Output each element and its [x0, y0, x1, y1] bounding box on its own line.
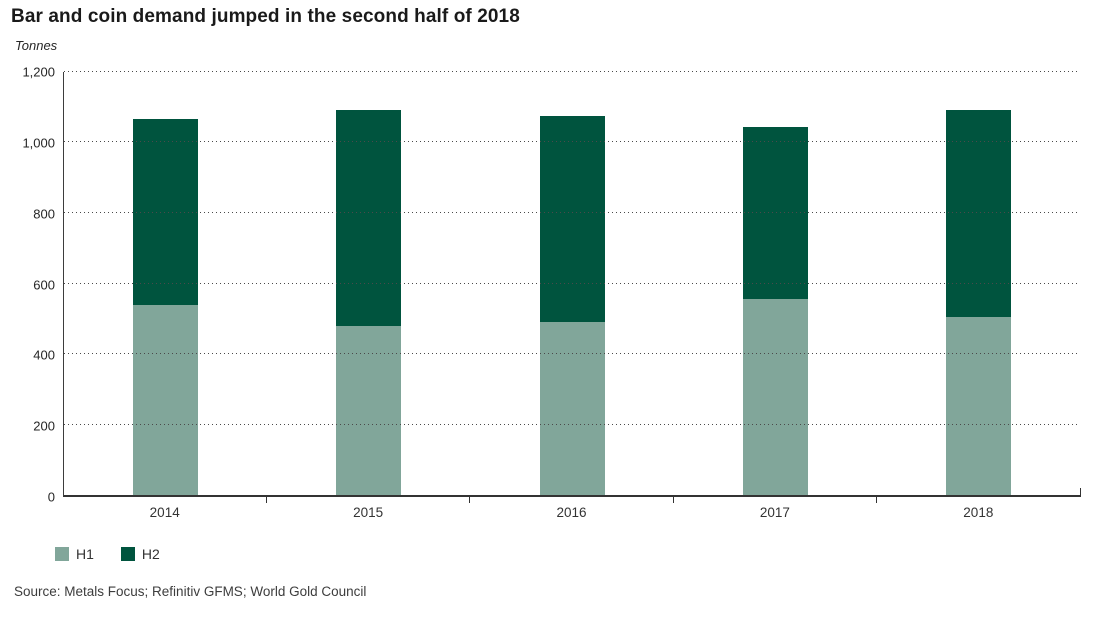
stacked-bar-2016: [539, 72, 605, 495]
y-tick-label: 1,000: [22, 135, 55, 151]
legend-swatch-h2: [120, 547, 135, 561]
legend-swatch-h1: [55, 547, 69, 561]
bar-segment-h2-2017: [742, 127, 808, 300]
x-axis-labels: 2014 2015 2016 2017 2018: [63, 505, 1080, 520]
gridline: [64, 352, 1080, 354]
y-axis-tick-labels: 1,200 1,000 800 600 400 200 0: [0, 65, 55, 505]
y-tick-label: 1,200: [22, 64, 55, 80]
legend-label-h1: H1: [76, 546, 94, 562]
x-axis-tick: [469, 495, 471, 503]
x-label-2018: 2018: [963, 505, 994, 520]
x-axis-tick: [672, 495, 674, 503]
gridline: [64, 211, 1080, 213]
bar-group-2017: [674, 72, 877, 495]
bar-segment-h1-2017: [742, 299, 808, 495]
legend-label-h2: H2: [141, 546, 160, 562]
bar-group-2015: [267, 72, 470, 495]
legend-item-h2: H2: [120, 546, 160, 562]
gridline: [64, 282, 1080, 284]
gridline: [64, 71, 1080, 72]
x-axis-tick: [875, 495, 877, 503]
legend: H1 H2: [55, 546, 160, 562]
stacked-bar-2018: [945, 72, 1011, 495]
bar-segment-h2-2015: [336, 110, 402, 327]
bar-segment-h1-2018: [945, 316, 1011, 495]
gridline: [64, 141, 1080, 143]
bar-group-2018: [877, 72, 1080, 495]
bar-segment-h1-2014: [133, 304, 199, 495]
stacked-bar-2015: [336, 72, 402, 495]
source-note: Source: Metals Focus; Refinitiv GFMS; Wo…: [14, 584, 367, 599]
stacked-bar-2014: [133, 72, 199, 495]
x-label-2017: 2017: [759, 505, 790, 520]
bar-segment-h2-2014: [133, 119, 199, 305]
chart-title: Bar and coin demand jumped in the second…: [11, 6, 520, 27]
x-label-2015: 2015: [353, 505, 384, 520]
axis-end-tick: [1080, 488, 1081, 497]
gridline: [64, 423, 1080, 425]
y-tick-label: 600: [33, 277, 55, 292]
bar-segment-h2-2018: [945, 110, 1011, 317]
bar-segment-h2-2016: [539, 116, 605, 322]
bar-group-2014: [64, 72, 267, 495]
y-tick-label: 800: [33, 206, 55, 222]
x-axis-tick: [266, 495, 268, 503]
plot-area: [63, 71, 1081, 503]
y-axis-unit-label: Tonnes: [15, 38, 58, 53]
y-tick-label: 200: [33, 418, 55, 434]
bar-group-2016: [470, 72, 673, 495]
y-tick-label: 400: [33, 347, 55, 363]
bar-segment-h1-2016: [539, 321, 605, 495]
bars-container: [64, 72, 1080, 495]
y-tick-label: 0: [47, 489, 55, 505]
x-label-2014: 2014: [149, 505, 180, 520]
x-label-2016: 2016: [556, 505, 587, 520]
legend-item-h1: H1: [55, 546, 94, 562]
bar-segment-h1-2015: [336, 326, 402, 495]
stacked-bar-2017: [742, 72, 808, 495]
